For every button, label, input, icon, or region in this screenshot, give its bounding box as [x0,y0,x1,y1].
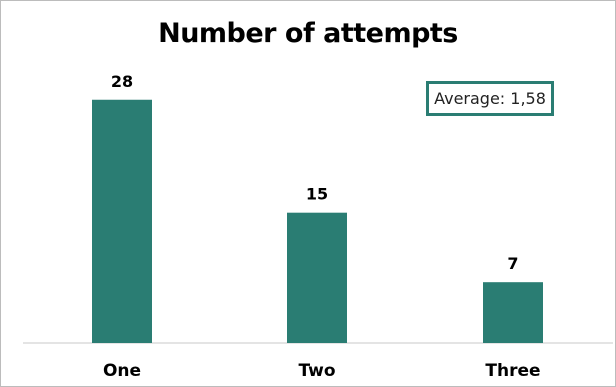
average-annotation: Average: 1,58 [426,81,554,116]
category-label-two: Two [298,361,335,381]
bars-layer: 28 One 15 Two 7 Three [92,72,543,381]
data-label-three: 7 [507,254,518,273]
category-label-one: One [103,361,141,381]
data-label-two: 15 [306,185,328,204]
bar-two [287,212,347,343]
bar-one [92,99,152,343]
category-label-three: Three [485,361,540,381]
data-label-one: 28 [111,72,133,91]
chart-title: Number of attempts [158,18,458,49]
bar-three [483,282,543,343]
